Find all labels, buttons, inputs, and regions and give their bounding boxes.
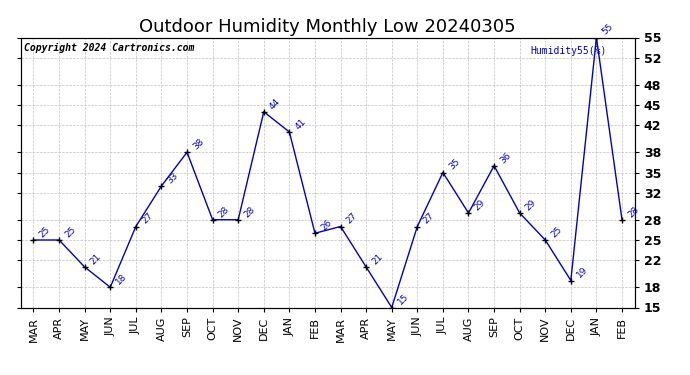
Text: 28: 28 [626,205,640,219]
Text: Humidity55(%): Humidity55(%) [531,46,607,56]
Text: 27: 27 [345,211,359,226]
Text: 36: 36 [498,150,513,165]
Text: 38: 38 [191,137,206,152]
Text: 21: 21 [89,252,104,266]
Text: 35: 35 [447,157,462,172]
Text: 25: 25 [549,225,564,239]
Text: 27: 27 [140,211,155,226]
Text: 27: 27 [422,211,436,226]
Text: 28: 28 [217,205,231,219]
Text: 28: 28 [242,205,257,219]
Text: 25: 25 [38,225,52,239]
Text: 41: 41 [293,117,308,131]
Text: 15: 15 [396,292,411,307]
Text: 25: 25 [63,225,78,239]
Text: 18: 18 [115,272,129,286]
Title: Outdoor Humidity Monthly Low 20240305: Outdoor Humidity Monthly Low 20240305 [139,18,516,36]
Text: 19: 19 [575,265,589,280]
Text: 33: 33 [166,171,180,185]
Text: Copyright 2024 Cartronics.com: Copyright 2024 Cartronics.com [23,43,194,53]
Text: 26: 26 [319,218,333,232]
Text: 29: 29 [473,198,487,212]
Text: 44: 44 [268,97,282,111]
Text: 21: 21 [371,252,385,266]
Text: 55: 55 [600,22,615,37]
Text: 29: 29 [524,198,538,212]
